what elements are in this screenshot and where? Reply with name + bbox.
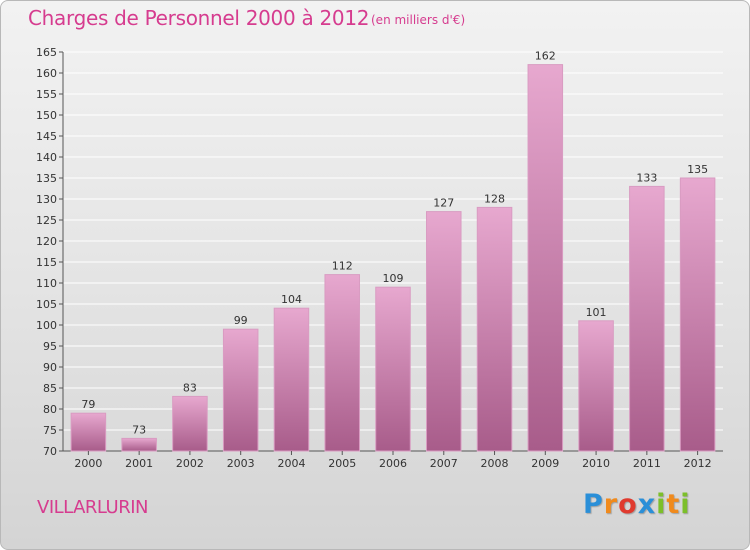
proxiti-logo[interactable]: Proxiti xyxy=(583,489,691,520)
logo-letter: i xyxy=(680,489,691,520)
bar xyxy=(324,274,360,452)
x-tick-label: 2004 xyxy=(277,457,305,470)
y-tick-label: 125 xyxy=(36,214,57,227)
bar xyxy=(629,185,665,452)
data-label: 135 xyxy=(687,163,708,176)
data-label: 128 xyxy=(484,192,505,205)
logo-letter: r xyxy=(603,489,619,520)
y-tick-label: 85 xyxy=(43,382,57,395)
bar xyxy=(222,328,259,452)
bar xyxy=(375,286,411,452)
data-label: 133 xyxy=(636,171,657,184)
x-tick-label: 2000 xyxy=(74,457,102,470)
bar xyxy=(527,64,564,452)
x-tick-label: 2010 xyxy=(582,457,610,470)
y-tick-label: 100 xyxy=(36,319,57,332)
bar xyxy=(121,437,157,452)
data-label: 101 xyxy=(586,306,607,319)
data-label: 109 xyxy=(383,272,404,285)
x-tick-label: 2008 xyxy=(481,457,509,470)
logo-letter: o xyxy=(618,489,638,520)
y-tick-label: 105 xyxy=(36,298,57,311)
data-label: 112 xyxy=(332,260,353,273)
y-tick-label: 90 xyxy=(43,361,57,374)
y-tick-label: 120 xyxy=(36,235,57,248)
y-tick-label: 130 xyxy=(36,193,57,206)
logo-letter: i xyxy=(656,489,667,520)
data-label: 162 xyxy=(535,50,556,63)
x-tick-label: 2009 xyxy=(531,457,559,470)
logo-letter: t xyxy=(666,489,681,520)
y-tick-label: 160 xyxy=(36,67,57,80)
chart-subtitle: (en milliers d'€) xyxy=(371,13,466,27)
x-tick-label: 2011 xyxy=(633,457,661,470)
y-tick-label: 115 xyxy=(36,256,57,269)
data-label: 79 xyxy=(81,398,95,411)
y-tick-label: 110 xyxy=(36,277,57,290)
y-tick-label: 75 xyxy=(43,424,57,437)
data-label: 73 xyxy=(132,423,146,436)
y-tick-label: 80 xyxy=(43,403,57,416)
bar xyxy=(172,395,208,452)
data-label: 99 xyxy=(234,314,248,327)
commune-name: VILLARLURIN xyxy=(37,497,149,518)
y-tick-label: 150 xyxy=(36,109,57,122)
bar xyxy=(273,307,310,452)
bar xyxy=(476,206,513,452)
y-tick-label: 155 xyxy=(36,88,57,101)
data-label: 83 xyxy=(183,381,197,394)
x-tick-label: 2003 xyxy=(227,457,255,470)
logo-letter: x xyxy=(637,489,657,520)
y-tick-label: 145 xyxy=(36,130,57,143)
bar xyxy=(70,412,107,452)
y-tick-label: 70 xyxy=(43,445,57,458)
bar xyxy=(578,320,614,452)
bar xyxy=(426,211,462,452)
x-tick-label: 2001 xyxy=(125,457,153,470)
y-tick-label: 140 xyxy=(36,151,57,164)
y-tick-label: 95 xyxy=(43,340,57,353)
x-tick-label: 2006 xyxy=(379,457,407,470)
x-tick-label: 2007 xyxy=(430,457,458,470)
logo-letter: P xyxy=(583,489,604,520)
data-label: 104 xyxy=(281,293,302,306)
x-tick-label: 2002 xyxy=(176,457,204,470)
data-label: 127 xyxy=(433,197,454,210)
chart-title: Charges de Personnel 2000 à 2012 xyxy=(28,6,370,30)
x-tick-label: 2005 xyxy=(328,457,356,470)
y-tick-label: 165 xyxy=(36,46,57,59)
y-tick-label: 135 xyxy=(36,172,57,185)
bar xyxy=(679,177,716,452)
x-tick-label: 2012 xyxy=(684,457,712,470)
